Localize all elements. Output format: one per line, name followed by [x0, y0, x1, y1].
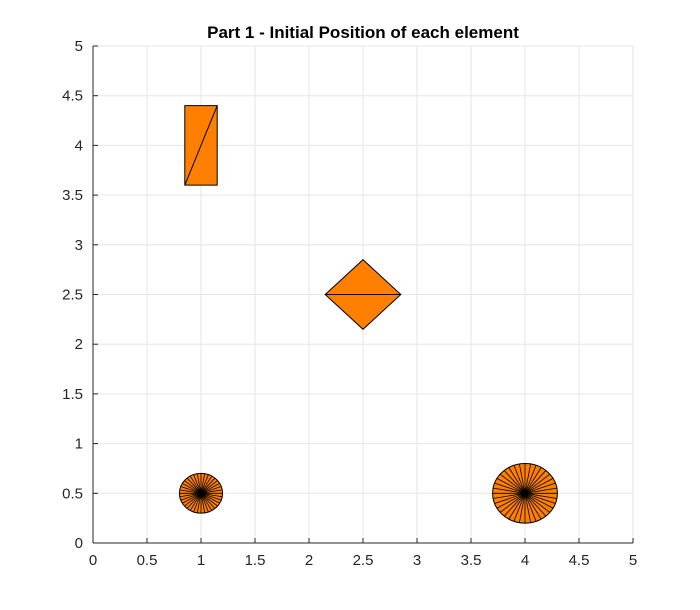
circle-spoke	[196, 493, 202, 513]
circle-spoke	[200, 489, 223, 494]
chart-elements	[178, 105, 558, 524]
circle-spoke	[200, 492, 222, 501]
circle-spoke	[179, 489, 202, 494]
circle-spoke	[182, 492, 202, 504]
circle-spoke	[496, 492, 526, 509]
circle-spoke	[524, 493, 537, 522]
circle-spoke	[524, 467, 542, 494]
circle-spoke	[186, 493, 202, 509]
rectangle-internal-line	[184, 105, 218, 186]
circle-spoke	[524, 463, 532, 494]
circle-spoke	[524, 473, 551, 494]
y-tick-label: 1.5	[62, 386, 83, 403]
circle-spoke	[200, 492, 223, 498]
circle-spoke	[494, 482, 526, 494]
circle-spoke	[524, 492, 556, 504]
y-tick-label: 1	[75, 436, 83, 453]
circle-spoke	[496, 478, 526, 494]
circle-spoke	[200, 475, 213, 494]
circle-spoke	[200, 480, 218, 494]
x-tick-label: 2.5	[353, 552, 374, 569]
circle-spoke	[180, 492, 202, 501]
circle-spoke	[513, 493, 526, 522]
circle-spoke	[524, 492, 554, 509]
circle-spoke	[524, 482, 556, 494]
x-tick-label: 5	[629, 552, 637, 569]
circle-spoke	[193, 493, 202, 513]
circle-spoke	[524, 465, 537, 494]
circle-spoke	[184, 492, 202, 507]
circle-spoke	[189, 475, 202, 494]
y-tick-label: 3	[75, 237, 83, 254]
circle-spoke	[196, 473, 202, 494]
circle-spoke	[200, 493, 206, 513]
circle-spoke	[200, 493, 213, 511]
y-tick-label: 2	[75, 336, 83, 353]
y-tick-label: 4	[75, 137, 83, 154]
circle-spoke	[200, 486, 222, 494]
circle-spoke	[200, 492, 220, 504]
x-tick-label: 1	[197, 552, 205, 569]
x-tick-label: 3	[413, 552, 421, 569]
circle-spoke	[186, 477, 202, 494]
circle-spoke	[200, 474, 209, 494]
x-tick-label: 2	[305, 552, 313, 569]
circle-spoke	[179, 492, 202, 498]
x-tick-label: 0	[89, 552, 97, 569]
circle-spoke	[200, 493, 209, 513]
y-tick-label: 5	[75, 38, 83, 55]
circle-spoke	[200, 483, 220, 494]
circle-spoke	[180, 486, 202, 494]
circle-spoke	[524, 493, 547, 517]
circle-spoke	[524, 470, 547, 494]
circle-spoke	[200, 477, 216, 494]
circle-spoke	[503, 493, 526, 517]
circle-spoke	[193, 474, 202, 494]
circle-spoke	[200, 493, 216, 509]
x-tick-label: 3.5	[461, 552, 482, 569]
circle-spoke	[499, 492, 526, 513]
y-tick-label: 0	[75, 535, 83, 552]
circle-spoke	[518, 463, 526, 494]
y-tick-label: 4.5	[62, 88, 83, 105]
x-tick-label: 1.5	[245, 552, 266, 569]
circle-spoke	[524, 492, 557, 499]
y-tick-label: 2.5	[62, 287, 83, 304]
circle-spoke	[518, 493, 526, 523]
circle-spoke	[493, 492, 526, 499]
y-tick-label: 0.5	[62, 485, 83, 502]
circle-spoke	[182, 483, 202, 494]
circle-spoke	[513, 465, 526, 494]
axes: 0 0.5 1 1.5 2 2.5 3 3.5 4 4.5 5 0 0.5 1 1.5 2 2.5 3 3.5 4 4.…	[62, 38, 637, 569]
circle-spoke	[524, 492, 551, 513]
circle-spoke	[499, 473, 526, 494]
circle-spoke	[184, 480, 202, 494]
x-tick-label: 4	[521, 552, 529, 569]
x-tick-label: 0.5	[137, 552, 158, 569]
circle-spoke	[524, 493, 532, 523]
circle-spoke	[524, 478, 554, 494]
circle-spoke	[524, 487, 557, 494]
circle-spoke	[494, 492, 526, 504]
circle-spoke	[524, 493, 542, 520]
circle-spoke	[200, 473, 206, 494]
chart-title: Part 1 - Initial Position of each elemen…	[207, 23, 519, 42]
circle-spoke	[508, 493, 526, 520]
circle-spoke	[493, 487, 526, 494]
circle-spoke	[189, 493, 202, 511]
y-tick-label: 3.5	[62, 187, 83, 204]
circle-spoke	[508, 467, 526, 494]
circle-spoke	[200, 492, 218, 507]
x-tick-label: 4.5	[569, 552, 590, 569]
circle-spoke	[503, 470, 526, 494]
